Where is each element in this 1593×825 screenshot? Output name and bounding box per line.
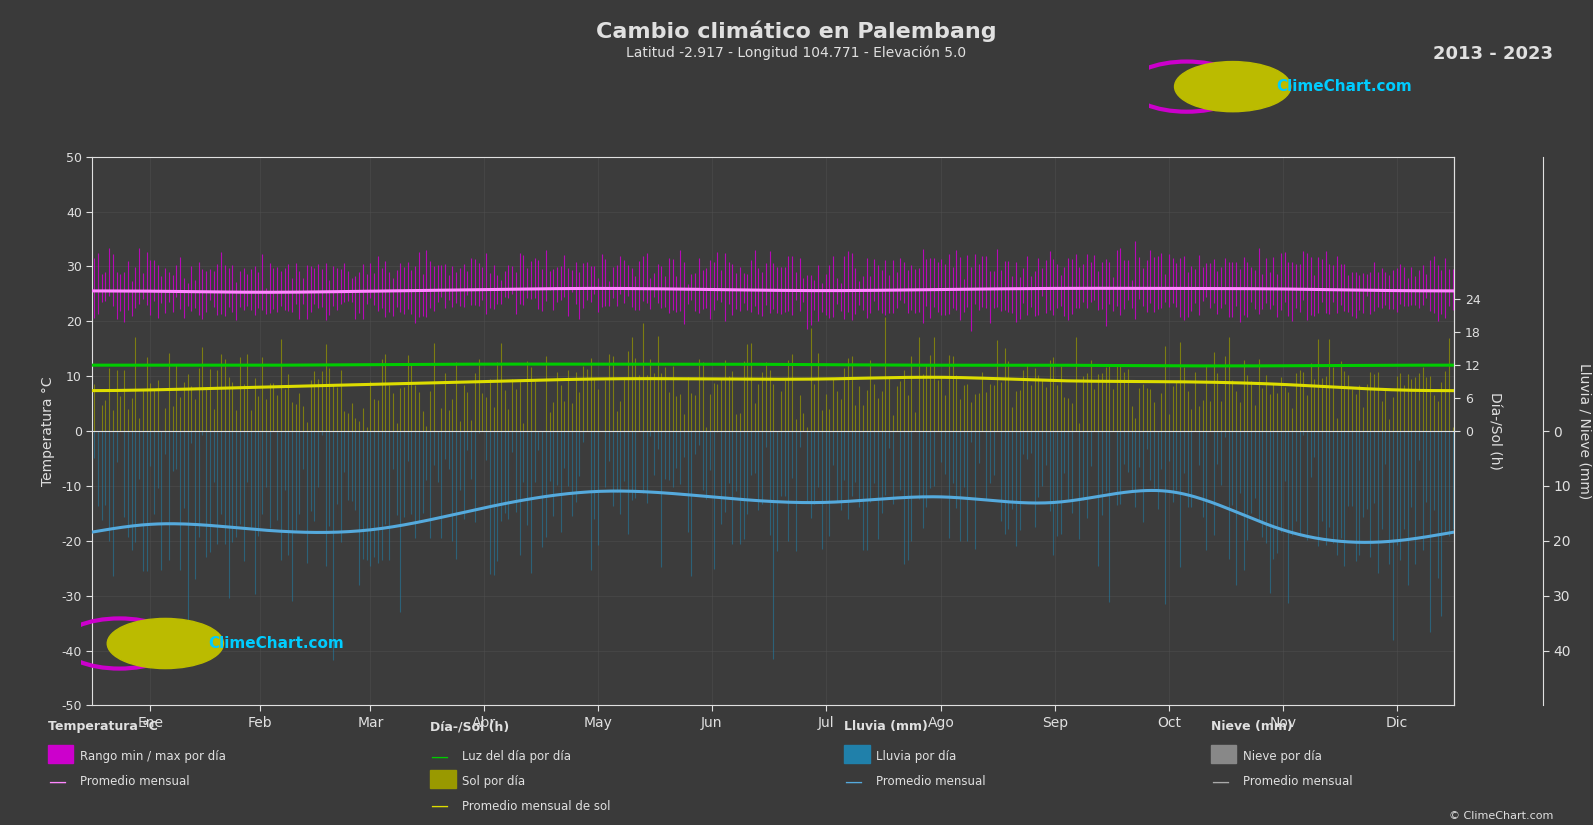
Text: Sol por día: Sol por día xyxy=(462,775,526,788)
Text: Lluvia (mm): Lluvia (mm) xyxy=(844,720,929,733)
Text: —: — xyxy=(1211,772,1228,790)
Text: Luz del día por día: Luz del día por día xyxy=(462,750,570,763)
Text: Latitud -2.917 - Longitud 104.771 - Elevación 5.0: Latitud -2.917 - Longitud 104.771 - Elev… xyxy=(626,45,967,60)
Text: —: — xyxy=(48,772,65,790)
Text: 2013 - 2023: 2013 - 2023 xyxy=(1434,45,1553,64)
Text: Promedio mensual: Promedio mensual xyxy=(1243,775,1352,788)
Circle shape xyxy=(1174,62,1290,111)
Text: Nieve por día: Nieve por día xyxy=(1243,750,1322,763)
Text: Rango min / max por día: Rango min / max por día xyxy=(80,750,226,763)
Text: —: — xyxy=(430,797,448,815)
Text: Día-/Sol (h): Día-/Sol (h) xyxy=(430,720,510,733)
Text: ClimeChart.com: ClimeChart.com xyxy=(209,636,344,651)
Y-axis label: Temperatura °C: Temperatura °C xyxy=(40,376,54,486)
Text: Cambio climático en Palembang: Cambio climático en Palembang xyxy=(596,21,997,42)
Text: ClimeChart.com: ClimeChart.com xyxy=(1276,79,1411,94)
Y-axis label: Día-/Sol (h): Día-/Sol (h) xyxy=(1488,392,1502,470)
Text: Lluvia por día: Lluvia por día xyxy=(876,750,956,763)
Text: Nieve (mm): Nieve (mm) xyxy=(1211,720,1292,733)
Text: Promedio mensual: Promedio mensual xyxy=(80,775,190,788)
Text: Promedio mensual de sol: Promedio mensual de sol xyxy=(462,799,610,813)
Text: Temperatura °C: Temperatura °C xyxy=(48,720,158,733)
Circle shape xyxy=(107,619,223,668)
Y-axis label: Lluvia / Nieve (mm): Lluvia / Nieve (mm) xyxy=(1577,363,1591,499)
Text: —: — xyxy=(430,747,448,766)
Text: Promedio mensual: Promedio mensual xyxy=(876,775,986,788)
Text: © ClimeChart.com: © ClimeChart.com xyxy=(1448,811,1553,821)
Text: —: — xyxy=(844,772,862,790)
